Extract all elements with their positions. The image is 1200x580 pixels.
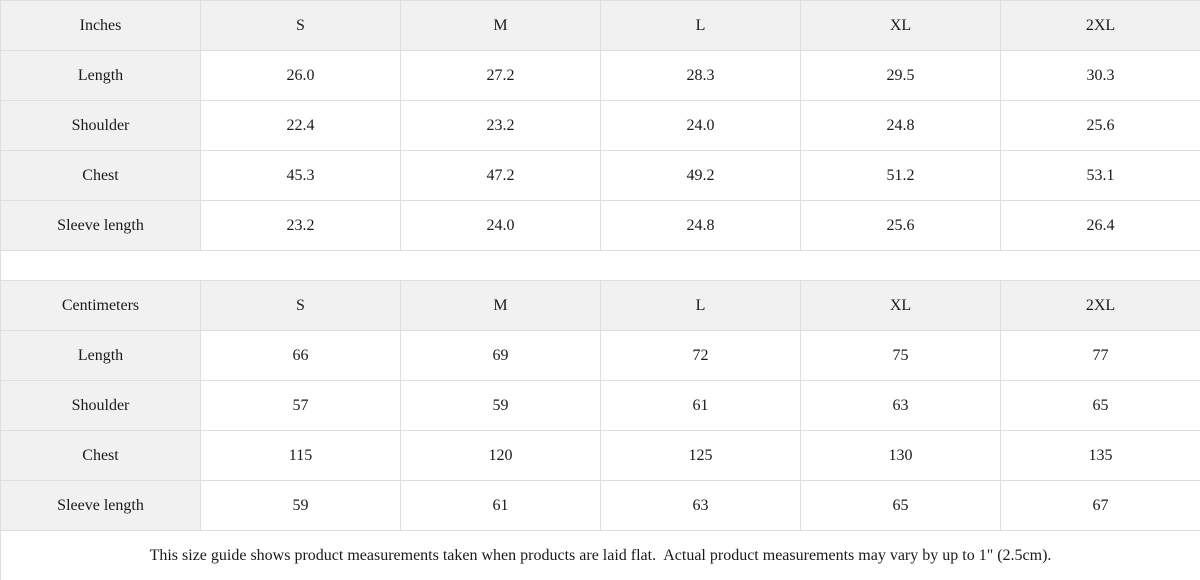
row-label: Length (0, 50, 201, 101)
size-value-cell: 120 (400, 430, 601, 481)
size-value-cell: 25.6 (1000, 100, 1200, 151)
size-header-xl: XL (800, 0, 1001, 51)
size-value-cell: 29.5 (800, 50, 1001, 101)
size-header-2xl: 2XL (1000, 280, 1200, 331)
size-value-cell: 130 (800, 430, 1001, 481)
size-value-cell: 61 (600, 380, 801, 431)
footer-note: This size guide shows product measuremen… (0, 530, 1200, 580)
size-header-l: L (600, 280, 801, 331)
size-value-cell: 65 (1000, 380, 1200, 431)
table-row-cm-chest: Chest 115 120 125 130 135 (0, 430, 1200, 481)
size-value-cell: 61 (400, 480, 601, 531)
table-row-inches-chest: Chest 45.3 47.2 49.2 51.2 53.1 (0, 150, 1200, 201)
size-value-cell: 24.0 (400, 200, 601, 251)
size-value-cell: 24.8 (800, 100, 1001, 151)
size-value-cell: 51.2 (800, 150, 1001, 201)
size-header-m: M (400, 280, 601, 331)
size-header-xl: XL (800, 280, 1001, 331)
size-value-cell: 47.2 (400, 150, 601, 201)
size-header-2xl: 2XL (1000, 0, 1200, 51)
size-value-cell: 69 (400, 330, 601, 381)
size-value-cell: 22.4 (200, 100, 401, 151)
size-value-cell: 28.3 (600, 50, 801, 101)
row-label: Sleeve length (0, 200, 201, 251)
size-header-m: M (400, 0, 601, 51)
size-value-cell: 30.3 (1000, 50, 1200, 101)
size-value-cell: 49.2 (600, 150, 801, 201)
size-value-cell: 125 (600, 430, 801, 481)
table-row-inches-shoulder: Shoulder 22.4 23.2 24.0 24.8 25.6 (0, 100, 1200, 151)
size-header-s: S (200, 280, 401, 331)
size-value-cell: 59 (200, 480, 401, 531)
size-value-cell: 59 (400, 380, 601, 431)
size-value-cell: 57 (200, 380, 401, 431)
size-value-cell: 135 (1000, 430, 1200, 481)
row-label: Shoulder (0, 100, 201, 151)
size-value-cell: 26.4 (1000, 200, 1200, 251)
table-row-cm-shoulder: Shoulder 57 59 61 63 65 (0, 380, 1200, 431)
size-value-cell: 65 (800, 480, 1001, 531)
size-value-cell: 25.6 (800, 200, 1001, 251)
size-value-cell: 45.3 (200, 150, 401, 201)
size-value-cell: 63 (600, 480, 801, 531)
row-label: Sleeve length (0, 480, 201, 531)
table-row-inches-length: Length 26.0 27.2 28.3 29.5 30.3 (0, 50, 1200, 101)
footer-row: This size guide shows product measuremen… (0, 530, 1200, 580)
inches-header-row: Inches S M L XL 2XL (0, 0, 1200, 51)
size-value-cell: 27.2 (400, 50, 601, 101)
cm-unit-header: Centimeters (0, 280, 201, 331)
table-row-cm-sleeve: Sleeve length 59 61 63 65 67 (0, 480, 1200, 531)
row-label: Length (0, 330, 201, 381)
size-value-cell: 24.8 (600, 200, 801, 251)
size-value-cell: 23.2 (400, 100, 601, 151)
size-value-cell: 63 (800, 380, 1001, 431)
inches-unit-header: Inches (0, 0, 201, 51)
cm-header-row: Centimeters S M L XL 2XL (0, 280, 1200, 331)
row-label: Chest (0, 150, 201, 201)
spacer-cell (0, 250, 1200, 281)
size-value-cell: 115 (200, 430, 401, 481)
size-value-cell: 77 (1000, 330, 1200, 381)
row-label: Shoulder (0, 380, 201, 431)
size-value-cell: 66 (200, 330, 401, 381)
size-header-l: L (600, 0, 801, 51)
size-value-cell: 67 (1000, 480, 1200, 531)
size-value-cell: 26.0 (200, 50, 401, 101)
table-row-cm-length: Length 66 69 72 75 77 (0, 330, 1200, 381)
size-value-cell: 72 (600, 330, 801, 381)
row-label: Chest (0, 430, 201, 481)
table-row-inches-sleeve: Sleeve length 23.2 24.0 24.8 25.6 26.4 (0, 200, 1200, 251)
size-value-cell: 23.2 (200, 200, 401, 251)
size-value-cell: 53.1 (1000, 150, 1200, 201)
spacer-row (0, 250, 1200, 281)
size-header-s: S (200, 0, 401, 51)
size-value-cell: 24.0 (600, 100, 801, 151)
size-value-cell: 75 (800, 330, 1001, 381)
